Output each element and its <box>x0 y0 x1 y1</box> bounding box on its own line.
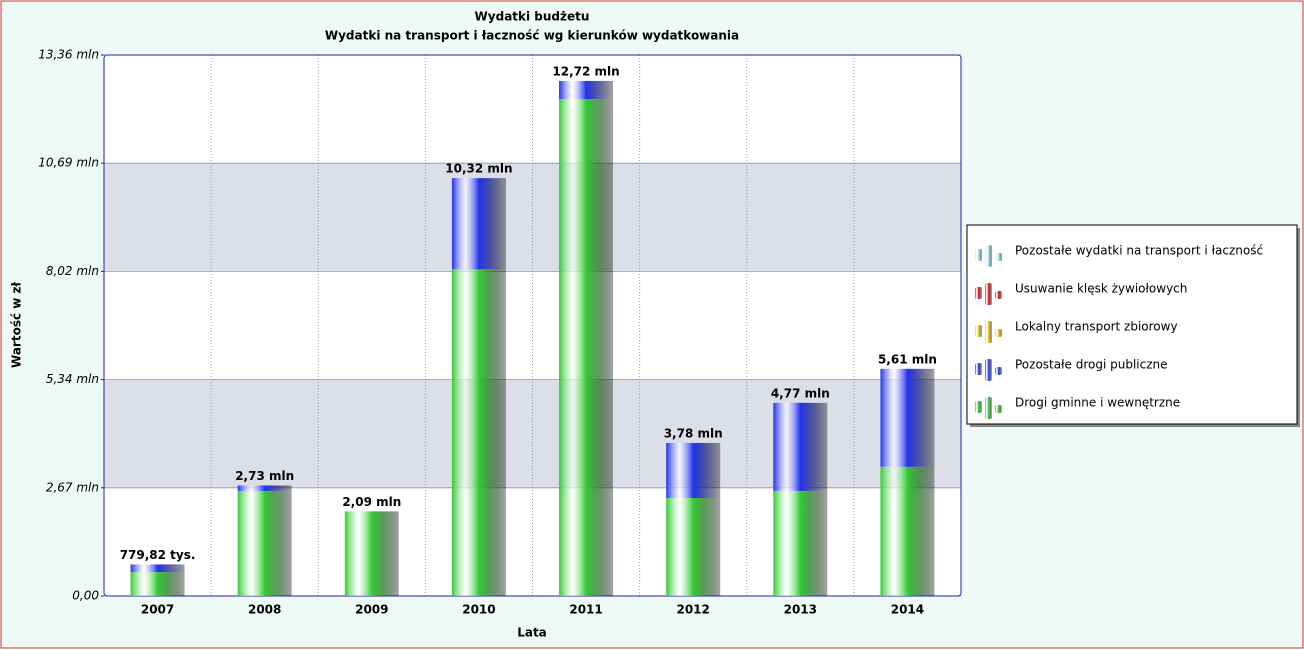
x-tick-label: 2010 <box>462 603 495 617</box>
bar-segment <box>237 485 292 492</box>
y-tick-label: 10,69 mln <box>38 156 99 170</box>
legend-swatch <box>985 245 992 267</box>
chart-subtitle: Wydatki na transport i łaczność wg kieru… <box>325 29 739 43</box>
total-label: 12,72 mln <box>552 64 619 78</box>
bar-segment <box>666 498 721 596</box>
total-label: 5,61 mln <box>878 352 937 366</box>
legend-swatch <box>975 249 982 261</box>
bar-segment <box>451 269 506 596</box>
legend-swatch <box>985 283 992 305</box>
total-label: 2,09 mln <box>342 495 401 509</box>
x-axis-label: Lata <box>517 626 547 640</box>
bar-segment <box>773 491 828 596</box>
legend-swatch <box>995 367 1002 375</box>
plot-border <box>103 54 962 597</box>
bar-segment <box>773 402 828 492</box>
legend-swatch <box>995 329 1002 337</box>
legend-label: Drogi gminne i wewnętrzne <box>1015 396 1180 410</box>
x-tick-label: 2011 <box>569 603 602 617</box>
bar-segment <box>880 466 935 596</box>
legend-swatch <box>985 321 992 343</box>
legend-swatch <box>975 401 982 413</box>
x-tick-label: 2008 <box>248 603 281 617</box>
bar-segment <box>559 99 614 596</box>
legend-swatch <box>975 363 982 375</box>
bar-segment <box>130 564 185 573</box>
bar-segment <box>451 178 506 270</box>
y-tick-label: 0,00 <box>72 589 99 603</box>
bar-segment <box>559 80 614 100</box>
y-tick-label: 8,02 mln <box>46 264 99 278</box>
bar-segment <box>237 491 292 596</box>
x-tick-label: 2009 <box>355 603 388 617</box>
y-tick-label: 2,67 mln <box>46 480 99 494</box>
total-label: 3,78 mln <box>664 426 723 440</box>
bar-segment <box>130 572 185 596</box>
legend-swatch <box>985 359 992 381</box>
y-axis-label: Wartość w zł <box>10 281 24 367</box>
legend-swatch <box>995 405 1002 413</box>
x-tick-label: 2007 <box>141 603 174 617</box>
total-label: 10,32 mln <box>445 162 512 176</box>
x-tick-label: 2013 <box>784 603 817 617</box>
legend-swatch <box>985 397 992 419</box>
total-label: 779,82 tys. <box>120 548 196 562</box>
x-tick-label: 2014 <box>891 603 924 617</box>
total-label: 2,73 mln <box>235 469 294 483</box>
legend-label: Pozostałe drogi publiczne <box>1015 358 1168 372</box>
y-tick-label: 5,34 mln <box>46 372 99 386</box>
total-label: 4,77 mln <box>771 386 830 400</box>
legend-swatch <box>995 253 1002 261</box>
legend-swatch <box>975 287 982 299</box>
bar-segment <box>666 442 721 499</box>
chart-title: Wydatki budżetu <box>475 10 590 24</box>
legend <box>966 224 1298 425</box>
x-tick-label: 2012 <box>676 603 709 617</box>
legend-label: Pozostałe wydatki na transport i łacznoś… <box>1015 244 1263 258</box>
bar-segment <box>880 368 935 467</box>
legend-label: Lokalny transport zbiorowy <box>1015 320 1178 334</box>
legend-label: Usuwanie klęsk żywiołowych <box>1015 282 1187 296</box>
bar-segment <box>344 511 399 596</box>
legend-swatch <box>995 291 1002 299</box>
y-tick-label: 13,36 mln <box>38 48 99 62</box>
legend-swatch <box>975 325 982 337</box>
